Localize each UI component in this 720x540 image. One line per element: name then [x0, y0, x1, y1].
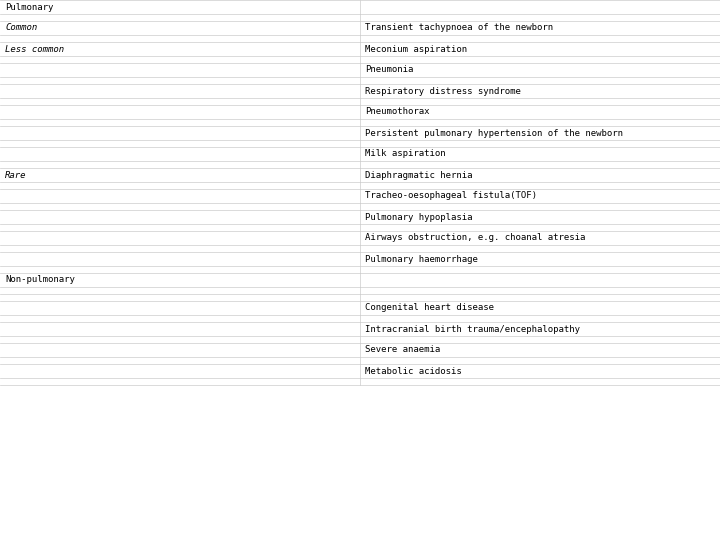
- Text: Tracheo-oesophageal fistula(TOF): Tracheo-oesophageal fistula(TOF): [365, 192, 537, 200]
- Text: Persistent pulmonary hypertension of the newborn: Persistent pulmonary hypertension of the…: [365, 129, 623, 138]
- Text: Less common: Less common: [5, 44, 64, 53]
- Text: Diaphragmatic hernia: Diaphragmatic hernia: [365, 171, 472, 179]
- Text: Non-pulmonary: Non-pulmonary: [5, 275, 75, 285]
- Text: Respiratory distress syndrome: Respiratory distress syndrome: [365, 86, 521, 96]
- Text: Intracranial birth trauma/encephalopathy: Intracranial birth trauma/encephalopathy: [365, 325, 580, 334]
- Text: Airways obstruction, e.g. choanal atresia: Airways obstruction, e.g. choanal atresi…: [365, 233, 585, 242]
- Text: Pulmonary hypoplasia: Pulmonary hypoplasia: [365, 213, 472, 221]
- Text: Milk aspiration: Milk aspiration: [365, 150, 446, 159]
- Text: Severe anaemia: Severe anaemia: [365, 346, 440, 354]
- Text: Metabolic acidosis: Metabolic acidosis: [365, 367, 462, 375]
- Text: Pneumonia: Pneumonia: [365, 65, 413, 75]
- Text: Transient tachypnoea of the newborn: Transient tachypnoea of the newborn: [365, 24, 553, 32]
- Text: Pulmonary: Pulmonary: [5, 3, 53, 11]
- Text: Pneumothorax: Pneumothorax: [365, 107, 430, 117]
- Text: Meconium aspiration: Meconium aspiration: [365, 44, 467, 53]
- Text: Rare: Rare: [5, 171, 27, 179]
- Text: Pulmonary haemorrhage: Pulmonary haemorrhage: [365, 254, 478, 264]
- Text: Congenital heart disease: Congenital heart disease: [365, 303, 494, 313]
- Text: Common: Common: [5, 24, 37, 32]
